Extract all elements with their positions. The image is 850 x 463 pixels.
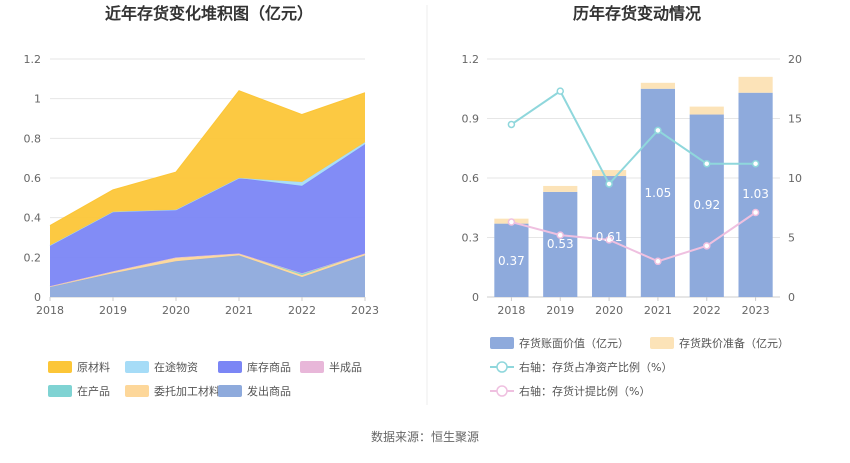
bar-book-value (689, 114, 724, 298)
line-point-0 (703, 159, 711, 168)
left-x-tick-label: 2023 (351, 304, 379, 317)
left-legend-swatch (300, 361, 324, 373)
right-legend-swatch (650, 337, 674, 349)
left-legend-label: 库存商品 (247, 360, 291, 374)
line-series-0 (510, 89, 756, 186)
line-point-1 (751, 208, 760, 217)
area-series-0 (50, 255, 365, 297)
bar-book-value (543, 191, 578, 297)
line-point-1 (556, 231, 564, 239)
left-legend-swatch (48, 361, 72, 373)
right-legend-swatch (490, 337, 514, 349)
line-point-0 (654, 126, 662, 135)
line-series-1 (511, 211, 757, 263)
left-legend-label: 委托加工材料 (154, 384, 220, 398)
right-legend: 存货账面价值（亿元） 存货跌价准备（亿元） 右轴：存货占净资产比例（%） 右轴：存货计… (490, 336, 789, 398)
right-bar-line-chart: 0 0.3 0.6 0.9 1.2 0 5 10 15 20 2018 2019 2020 2021 202… (462, 53, 803, 317)
bar-impairment (640, 82, 676, 89)
right-x-tick-label: 2019 (546, 304, 574, 317)
left-y-tick-label: 1.2 (24, 53, 42, 66)
right-legend-marker (496, 361, 508, 373)
left-x-tick-label: 2018 (36, 304, 64, 317)
right-legend-label: 右轴：存货占净资产比例（%） (519, 360, 672, 374)
left-y-tick-label: 1 (34, 93, 41, 106)
line-point-0 (556, 87, 564, 95)
line-point-1 (605, 236, 613, 244)
bar-book-value (738, 92, 773, 297)
bar-impairment (543, 185, 578, 192)
right-legend-label: 存货账面价值（亿元） (519, 336, 629, 350)
right-y2-tick-label: 5 (788, 232, 795, 245)
line-point-1 (507, 218, 516, 226)
right-x-tick-label: 2020 (595, 304, 623, 317)
left-x-tick-label: 2019 (99, 304, 127, 317)
right-y-tick-label: 0 (472, 291, 479, 304)
source-note: 数据来源：恒生聚源 (370, 430, 479, 444)
left-x-tick-label: 2022 (288, 304, 316, 317)
line-point-0 (751, 159, 760, 168)
left-legend-label: 半成品 (329, 360, 362, 374)
line-point-1 (703, 242, 711, 250)
bar-value-label: 1.03 (742, 187, 769, 201)
bar-book-value (494, 223, 529, 297)
left-legend-label: 在途物资 (154, 360, 198, 374)
left-y-tick-label: 0.8 (24, 132, 42, 145)
bar-impairment (689, 106, 724, 115)
left-x-tick-label: 2020 (162, 304, 190, 317)
right-legend-label: 右轴：存货计提比例（%） (519, 384, 650, 398)
left-y-tick-label: 0.4 (24, 212, 42, 225)
left-legend-swatch (125, 385, 149, 397)
left-legend-label: 原材料 (77, 360, 110, 374)
right-y-tick-label: 0.9 (462, 113, 480, 126)
bar-value-label: 0.61 (596, 230, 623, 244)
area-series-6 (50, 90, 365, 246)
left-y-tick-label: 0 (34, 291, 41, 304)
right-legend-label: 存货跌价准备（亿元） (679, 336, 789, 350)
line-point-1 (654, 257, 662, 266)
right-y2-tick-label: 0 (788, 291, 795, 304)
left-y-tick-label: 0.6 (24, 172, 42, 185)
area-series-edge-6 (49, 90, 366, 227)
left-chart-title: 近年存货变化堆积图（亿元） (105, 4, 313, 23)
right-y-tick-label: 1.2 (462, 53, 480, 66)
bar-value-label: 0.37 (498, 254, 525, 268)
right-legend-marker (496, 385, 508, 397)
bar-impairment (591, 170, 627, 177)
bar-value-label: 1.05 (645, 186, 672, 200)
right-x-tick-label: 2023 (742, 304, 770, 317)
left-legend-label: 发出商品 (247, 384, 291, 398)
left-y-tick-label: 0.2 (24, 251, 42, 264)
line-point-0 (605, 180, 613, 188)
left-legend-swatch (48, 385, 72, 397)
right-y2-tick-label: 10 (788, 172, 802, 185)
left-legend-swatch (218, 361, 242, 373)
left-x-tick-label: 2021 (225, 304, 253, 317)
left-stacked-area-chart: 0 0.2 0.4 0.6 0.8 1 1.2 2018 2019 2020 2021 2022 202… (24, 53, 380, 317)
right-y-tick-label: 0.6 (462, 172, 480, 185)
bar-impairment (738, 76, 773, 93)
bar-value-label: 0.92 (693, 198, 720, 212)
right-y-tick-label: 0.3 (462, 232, 480, 245)
left-legend-swatch (218, 385, 242, 397)
right-x-tick-label: 2018 (497, 304, 525, 317)
left-legend-swatch (125, 361, 149, 373)
bar-value-label: 0.53 (547, 237, 574, 251)
right-chart-title: 历年存货变动情况 (573, 4, 701, 23)
line-point-0 (507, 120, 516, 129)
right-x-tick-label: 2021 (644, 304, 672, 317)
left-legend-label: 在产品 (77, 384, 110, 398)
right-x-tick-label: 2022 (693, 304, 721, 317)
right-y2-tick-label: 15 (788, 113, 802, 126)
right-y2-tick-label: 20 (788, 53, 802, 66)
area-series-4 (50, 144, 365, 287)
